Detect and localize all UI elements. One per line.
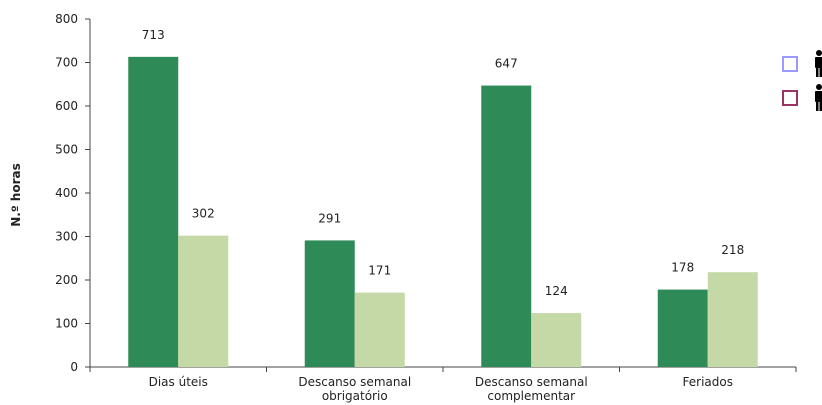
bar <box>707 272 758 367</box>
bar <box>481 85 532 368</box>
y-tick-label: 0 <box>70 360 78 374</box>
man-icon <box>815 50 822 77</box>
y-tick-label: 700 <box>55 56 78 70</box>
bar <box>304 240 355 367</box>
bar <box>178 235 229 367</box>
y-axis-label: N.º horas <box>9 163 23 227</box>
y-tick-label: 500 <box>55 143 78 157</box>
x-tick-label: Descanso semanal obrigatório <box>298 375 411 403</box>
bar <box>354 292 405 367</box>
x-tick-label: Dias úteis <box>149 375 208 389</box>
y-tick-label: 200 <box>55 273 78 287</box>
y-tick-label: 400 <box>55 186 78 200</box>
y-axis: 0 100 200 300 400 500 600 700 800 <box>55 12 91 374</box>
bar-value-label: 218 <box>721 243 744 257</box>
bar-value-label: 713 <box>142 28 165 42</box>
man-icon <box>815 84 822 111</box>
bars: 713 302 291 171 647 124 178 218 <box>128 28 758 368</box>
x-tick-label: Feriados <box>683 375 733 389</box>
legend <box>782 50 822 111</box>
legend-marker <box>782 56 798 72</box>
bar-value-label: 291 <box>318 211 341 225</box>
y-tick-label: 100 <box>55 317 78 331</box>
bar-value-label: 302 <box>192 207 215 221</box>
bar <box>657 289 708 367</box>
x-axis: Dias úteis Descanso semanal obrigatório Des… <box>89 366 797 403</box>
bar <box>531 313 582 367</box>
bar-value-label: 171 <box>368 264 391 278</box>
y-tick-label: 600 <box>55 99 78 113</box>
y-tick-label: 800 <box>55 12 78 26</box>
x-tick-label: Descanso semanal complementar <box>475 375 588 403</box>
y-tick-label: 300 <box>55 230 78 244</box>
bar <box>128 56 179 367</box>
bar-value-label: 647 <box>495 57 518 71</box>
bar-value-label: 124 <box>545 284 568 298</box>
bar-value-label: 178 <box>671 261 694 275</box>
legend-marker <box>782 90 798 106</box>
